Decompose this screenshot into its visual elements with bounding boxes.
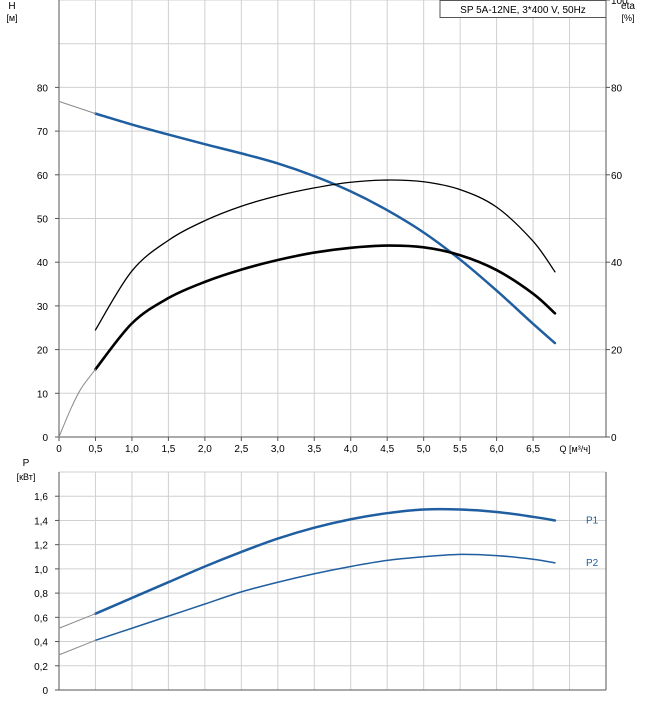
title-box: [439, 0, 607, 18]
x-tick-label: 0: [56, 444, 62, 455]
x-tick-label: 6,5: [526, 444, 540, 455]
x-tick-label: 5,5: [453, 444, 467, 455]
x-tick-label: 5,0: [417, 444, 431, 455]
y-tick-label-left: 70: [37, 127, 49, 138]
x-tick-label: 1,0: [125, 444, 139, 455]
power-tick-label: 0,4: [34, 638, 48, 649]
chart-title: SP 5A-12NE, 3*400 V, 50Hz: [460, 5, 586, 16]
y-axis-left-unit: [м]: [6, 13, 17, 23]
x-tick-label: 2,5: [234, 444, 248, 455]
head-curve: [94, 112, 557, 345]
y-tick-label-left: 40: [37, 258, 49, 269]
series-label-p1: P1: [586, 515, 599, 526]
efficiency-extension: [58, 368, 96, 438]
power-tick-label: 1,0: [34, 565, 48, 576]
y-tick-label-right: 40: [611, 258, 623, 269]
power-axis-unit: [кВт]: [17, 472, 36, 482]
y-tick-label-right: 100: [611, 0, 628, 7]
y-tick-label-left: 60: [37, 171, 49, 182]
y-tick-label-right: 80: [611, 83, 623, 94]
p1-curve: [94, 507, 557, 615]
y-tick-label-right: 60: [611, 171, 623, 182]
x-tick-label: 1,5: [161, 444, 175, 455]
y-tick-label-left: 10: [37, 389, 49, 400]
y-axis-right-label: eta: [621, 1, 635, 12]
y-tick-label-left: 50: [37, 215, 49, 226]
power-axis-label: P: [23, 458, 30, 469]
power-tick-label: 0,8: [34, 589, 48, 600]
p1-extension: [58, 613, 96, 629]
power-tick-label: 1,2: [34, 541, 48, 552]
y-tick-label-left: 80: [37, 83, 49, 94]
y-tick-label-right: 20: [611, 346, 623, 357]
p2-extension: [58, 639, 96, 656]
power-tick-label: 0,2: [34, 662, 48, 673]
x-tick-label: 4,5: [380, 444, 394, 455]
y-tick-label-right: 0: [611, 433, 617, 444]
x-tick-label: 2,0: [198, 444, 212, 455]
efficiency-curve-thin: [94, 179, 556, 331]
x-tick-label: 0,5: [89, 444, 103, 455]
head-extension: [58, 100, 96, 115]
power-tick-label: 1,6: [34, 492, 48, 503]
y-axis-right-unit: [%]: [621, 13, 634, 23]
y-axis-left-label: H: [8, 1, 15, 12]
x-tick-label: 4,0: [344, 444, 358, 455]
power-tick-label: 0,6: [34, 613, 48, 624]
y-tick-label-left: 20: [37, 346, 49, 357]
power-tick-label: 1,4: [34, 516, 48, 527]
x-tick-label: 3,0: [271, 444, 285, 455]
efficiency-curve-thick: [94, 244, 557, 371]
x-tick-label: 6,0: [490, 444, 504, 455]
y-tick-label-left: 30: [37, 302, 49, 313]
x-tick-label: 3,5: [307, 444, 321, 455]
x-axis-label: Q [м³/ч]: [560, 444, 591, 454]
y-tick-label-left: 0: [42, 433, 48, 444]
p2-curve: [94, 553, 556, 642]
series-label-p2: P2: [586, 558, 599, 569]
power-tick-label: 0: [42, 686, 48, 697]
